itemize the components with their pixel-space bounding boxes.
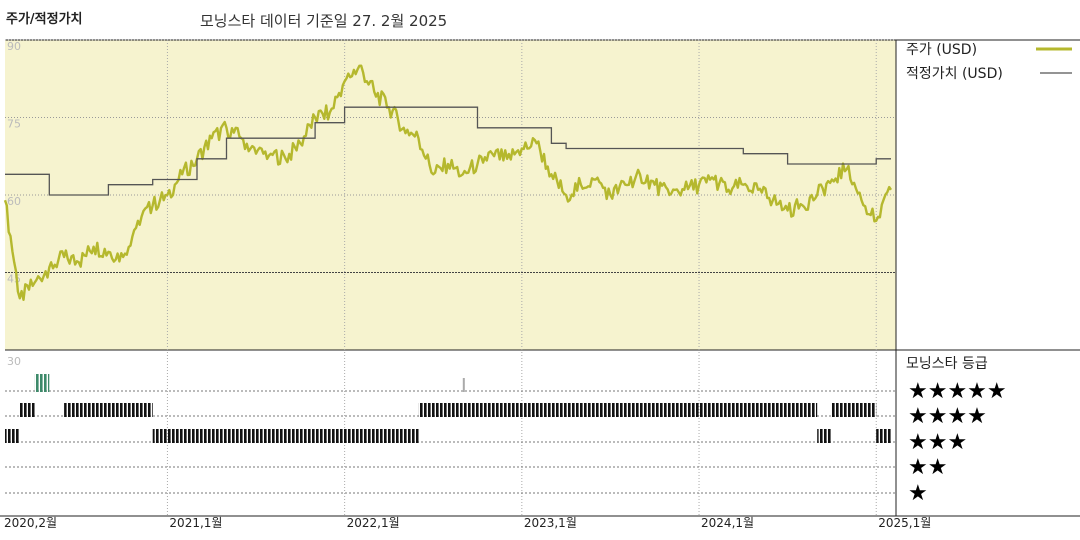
rating-level-1-stars: ★	[908, 481, 928, 506]
rating-title: 모닝스타 등급	[906, 356, 988, 372]
rating-bar-4	[152, 429, 419, 443]
rating-level-2-stars: ★★	[908, 455, 947, 480]
chart-title: 주가/적정가치	[6, 12, 83, 27]
chart-subtitle: 모닝스타 데이터 기준일 27. 2월 2025	[200, 12, 448, 30]
rating-bar-0	[5, 429, 20, 443]
y-tick-label-3: 45	[7, 273, 21, 286]
price-series-line	[3, 64, 892, 301]
plot-background	[5, 40, 896, 350]
rating-bar-5	[418, 403, 818, 417]
y-tick-label-1: 75	[7, 118, 21, 131]
rating-bar-2	[34, 374, 50, 392]
x-tick-label-0: 2020,2월	[4, 516, 57, 530]
x-tick-label-2: 2022,1월	[347, 516, 400, 530]
fair-value-series-line	[5, 106, 891, 196]
legend-label-fair-value: 적정가치 (USD)	[906, 66, 1003, 82]
y-tick-label-0: 90	[7, 40, 21, 53]
rating-bar-6	[462, 378, 465, 392]
rating-bar-3	[64, 403, 153, 417]
rating-bar-1	[19, 403, 35, 417]
x-tick-label-4: 2024,1월	[701, 516, 754, 530]
legend-label-price: 주가 (USD)	[906, 42, 977, 58]
y-tick-label-2: 60	[7, 195, 21, 208]
y-tick-label-4: 30	[7, 355, 21, 368]
x-tick-label-1: 2021,1월	[169, 516, 222, 530]
rating-bar-7	[817, 429, 832, 443]
rating-level-3-stars: ★★★	[908, 430, 967, 455]
rating-level-4-stars: ★★★★	[908, 404, 987, 429]
rating-bar-9	[876, 429, 891, 443]
rating-level-5-stars: ★★★★★	[908, 379, 1007, 404]
x-tick-label-3: 2023,1월	[524, 516, 577, 530]
rating-bar-8	[831, 403, 877, 417]
x-tick-label-5: 2025,1월	[878, 516, 931, 530]
